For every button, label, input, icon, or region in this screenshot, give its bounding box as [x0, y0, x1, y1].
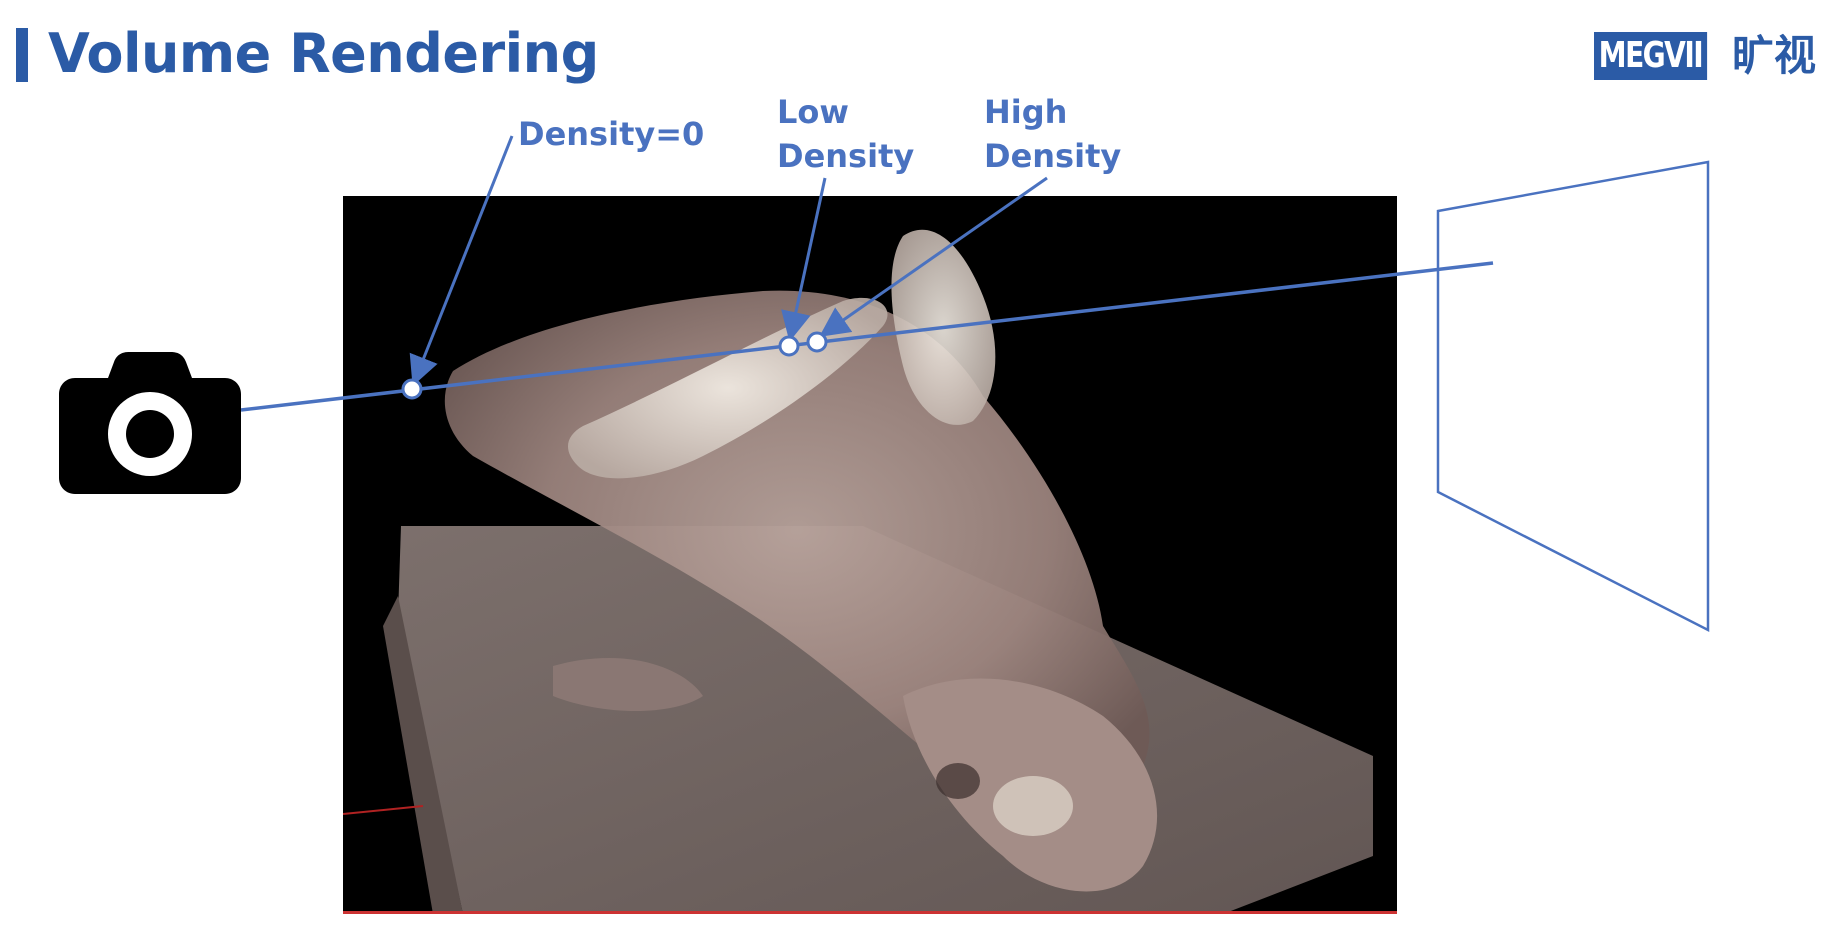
volume-render-svg [343, 229, 1373, 914]
image-plane-icon [1436, 160, 1710, 633]
logo-chinese-text: 旷视 [1732, 31, 1817, 80]
title-accent-bar [16, 28, 28, 82]
label-high-density-line-2: Density [984, 137, 1122, 175]
label-density-zero: Density=0 [518, 115, 705, 153]
label-high-density: High Density [984, 90, 1121, 178]
specimen-teeth [993, 776, 1073, 836]
slide-title: Volume Rendering [48, 22, 599, 85]
label-high-density-line-1: High [984, 93, 1068, 131]
megvii-logo: MEGVII 旷视 [1594, 30, 1816, 82]
label-low-density-line-2: Density [777, 137, 915, 175]
specimen-eye [936, 763, 980, 799]
image-bottom-border [343, 911, 1397, 914]
label-low-density-line-1: Low [777, 93, 849, 131]
label-low-density: Low Density [777, 90, 914, 178]
logo-wordmark: MEGVII [1594, 32, 1707, 80]
volume-render-image [343, 196, 1397, 914]
specimen-rear-flipper [553, 657, 703, 711]
camera-icon [59, 352, 241, 494]
axis-marker-x [343, 805, 424, 815]
scanner-table-edge [383, 596, 463, 914]
